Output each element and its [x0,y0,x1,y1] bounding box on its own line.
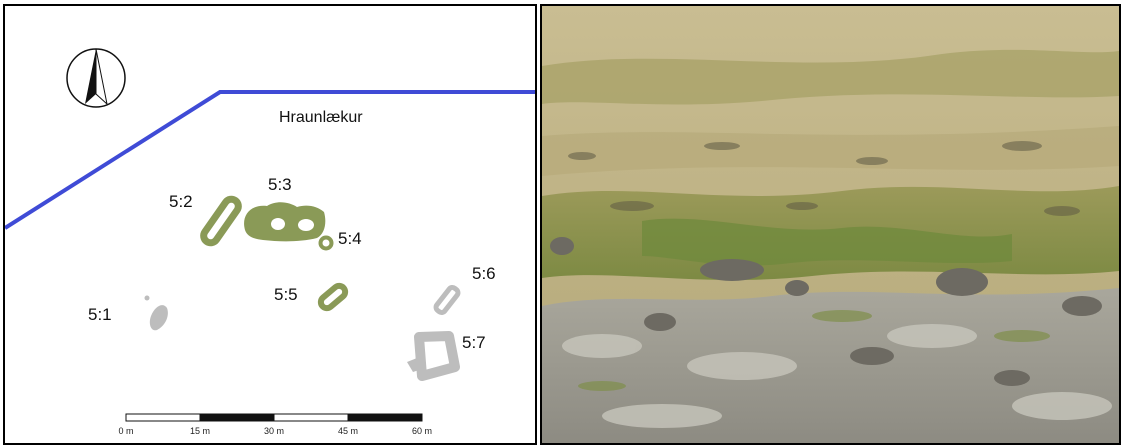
feature-label-5-4: 5:4 [338,229,362,248]
feature-5-3 [244,202,326,242]
feature-5-7 [407,331,460,381]
feature-5-4 [318,235,334,251]
scale-tick-label: 30 m [263,426,285,436]
scale-tick-label: 15 m [189,426,211,436]
place-name-label: Hraunlækur [279,109,363,126]
feature-5-5 [317,282,349,312]
feature-label-5-1: 5:1 [88,305,112,324]
landscape-photo [540,4,1121,445]
scale-tick-label: 45 m [337,426,359,436]
feature-label-5-6: 5:6 [472,264,496,283]
scale-tick-label: 60 m [411,426,433,436]
scale-bar [125,413,423,422]
feature-label-5-3: 5:3 [268,175,292,194]
map-canvas [5,48,535,422]
north-arrow-icon [66,48,126,108]
feature-label-5-5: 5:5 [274,285,298,304]
boundary-line [5,90,535,230]
scale-tick-label: 0 m [118,426,134,436]
feature-5-2 [200,195,242,247]
feature-5-6 [433,285,461,315]
feature-label-5-7: 5:7 [462,333,486,352]
photo-canvas [542,6,1119,443]
feature-label-5-2: 5:2 [169,192,193,211]
feature-5-1 [144,295,168,331]
site-plan-map: Hraunlækur 5:1 5:2 5:3 5:4 5:5 5:6 5:7 0… [3,4,537,445]
